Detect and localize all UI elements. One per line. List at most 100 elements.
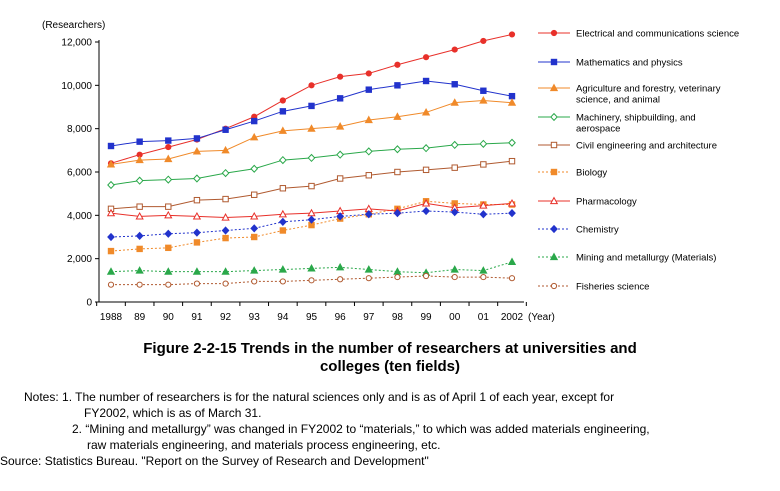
data-point [165, 143, 172, 151]
data-point [394, 82, 401, 89]
data-point [451, 273, 458, 281]
data-point [335, 122, 345, 130]
data-point [421, 198, 431, 207]
data-point [250, 224, 259, 233]
data-point [335, 262, 345, 271]
data-point [164, 175, 173, 184]
data-point [250, 164, 259, 173]
data-point [508, 138, 516, 147]
y-tick-label: 10,000 [61, 81, 92, 92]
note-1a: Notes: 1. The number of researchers is f… [24, 390, 615, 404]
series-line [110, 80, 513, 147]
y-tick-label: 6,000 [67, 168, 92, 179]
data-point [422, 206, 430, 216]
legend-item: Agriculture and forestry, veterinaryscie… [538, 84, 721, 106]
legend-label: science, and animal [576, 95, 660, 106]
data-point [421, 107, 431, 116]
data-point [365, 275, 372, 282]
data-point [221, 267, 230, 275]
legend-label: Fisheries science [576, 282, 649, 293]
data-point [164, 229, 173, 238]
legend: Electrical and communications science Mat… [538, 29, 739, 293]
legend-item: Mathematics and physics [538, 58, 683, 69]
data-point [450, 140, 459, 150]
data-point [508, 209, 516, 218]
data-point [451, 81, 458, 88]
data-point [480, 161, 487, 168]
legend-item: Fisheries science [538, 282, 649, 293]
legend-label: Chemistry [576, 225, 619, 236]
data-point [507, 198, 517, 207]
data-point [364, 147, 373, 156]
x-tick-label: 1988 [100, 312, 123, 323]
x-axis-unit: (Year) [528, 312, 555, 323]
data-point [164, 267, 173, 275]
data-point [193, 280, 201, 287]
data-point [135, 231, 144, 241]
source-note: Source: Statistics Bureau. "Report on th… [0, 454, 429, 468]
data-point [508, 275, 516, 282]
note-2b: raw materials engineering, and materials… [87, 438, 441, 452]
legend-label: aerospace [576, 124, 620, 135]
data-point [308, 102, 315, 110]
data-point [251, 117, 258, 125]
data-point [164, 154, 173, 163]
data-point [365, 172, 372, 179]
data-point [107, 232, 115, 242]
y-tick-label: 8,000 [67, 124, 92, 135]
data-point [393, 112, 402, 120]
legend-marker [550, 112, 558, 122]
data-point [508, 31, 516, 38]
data-point [250, 132, 259, 141]
data-point [394, 168, 401, 176]
data-point [365, 86, 372, 93]
data-point [422, 144, 430, 153]
data-point [393, 209, 402, 218]
series-9 [106, 257, 517, 276]
legend-item: Chemistry [538, 225, 619, 236]
data-point [251, 278, 258, 285]
y-tick-label: 4,000 [67, 211, 92, 222]
legend-label: Mining and metallurgy (Materials) [576, 253, 716, 264]
data-point [192, 267, 202, 275]
data-point [193, 228, 201, 237]
data-point [222, 234, 229, 242]
legend-label: Mathematics and physics [576, 58, 683, 69]
data-point [308, 82, 315, 89]
series-5 [107, 157, 516, 213]
x-tick-label: 00 [449, 312, 461, 323]
data-point [364, 115, 373, 124]
data-point [307, 215, 316, 224]
data-point [479, 201, 488, 209]
y-tick-label: 12,000 [61, 38, 92, 49]
caption-line-1: Figure 2-2-15 Trends in the number of re… [143, 340, 637, 357]
data-point [307, 124, 316, 132]
legend-marker [550, 141, 558, 149]
data-point [193, 196, 201, 204]
series-2 [107, 77, 516, 150]
legend-marker [549, 83, 559, 92]
legend-marker [550, 58, 558, 66]
data-point [279, 185, 287, 192]
data-point [136, 203, 143, 210]
x-ticks: 1988 89 90 91 92 93 94 95 96 97 98 99 00 01 2002 [96, 302, 527, 323]
data-point [251, 233, 258, 241]
data-point [307, 153, 316, 163]
series-10 [107, 272, 516, 288]
legend-marker [550, 224, 558, 234]
data-point [106, 267, 116, 275]
y-tick-label: 0 [86, 298, 92, 309]
data-point [165, 203, 172, 210]
x-tick-label: 94 [277, 312, 289, 323]
data-point [221, 226, 230, 235]
data-point [308, 182, 315, 190]
legend-item: Civil engineering and architecture [538, 141, 717, 152]
note-1b: FY2002, which is as of March 31. [84, 406, 262, 420]
data-point [336, 95, 344, 102]
notes: Notes: 1. The number of researchers is f… [0, 389, 650, 469]
data-point [107, 281, 115, 288]
caption-line-2: colleges (ten fields) [319, 358, 461, 375]
data-point [165, 137, 172, 144]
x-tick-label: 93 [249, 312, 261, 323]
data-point [422, 166, 430, 174]
